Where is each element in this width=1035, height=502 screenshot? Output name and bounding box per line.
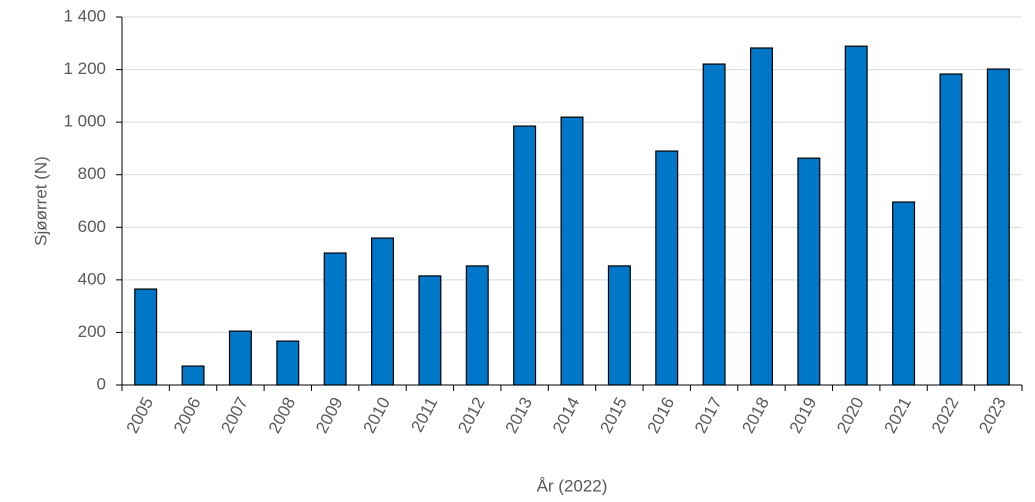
bar: [749, 47, 773, 386]
bar: [323, 252, 347, 386]
x-tick-label: 2013: [502, 394, 537, 436]
x-tick-label: 2020: [833, 394, 868, 436]
y-tick-label: 1 000: [63, 112, 106, 131]
x-tick-label: 2015: [596, 394, 631, 436]
x-tick-label: 2006: [170, 394, 205, 436]
x-tick-label: 2021: [881, 394, 916, 436]
bar: [655, 150, 679, 386]
x-tick-label: 2019: [786, 394, 821, 436]
y-tick-label: 1 400: [63, 6, 106, 25]
bar: [513, 125, 537, 386]
y-axis-title: Sjøørret (N): [31, 156, 50, 246]
bar: [465, 265, 489, 386]
x-tick-label: 2010: [359, 394, 394, 436]
y-tick-label: 800: [78, 164, 106, 183]
bar: [844, 45, 868, 386]
x-axis-title: År (2022): [537, 476, 608, 495]
x-tick-label: 2005: [123, 394, 158, 436]
bar: [228, 330, 252, 386]
bar: [134, 288, 158, 386]
bar: [797, 157, 821, 386]
x-tick-label: 2014: [549, 394, 584, 436]
y-tick-label: 0: [97, 374, 106, 393]
x-tick-label: 2023: [975, 394, 1010, 436]
bar: [181, 365, 205, 386]
x-tick-label: 2007: [217, 394, 252, 436]
bar: [892, 201, 916, 386]
x-tick-label: 2008: [265, 394, 300, 436]
y-tick-label: 400: [78, 269, 106, 288]
bar: [939, 73, 963, 386]
bar: [560, 116, 584, 386]
x-tick-label: 2022: [928, 394, 963, 436]
x-tick-label: 2011: [407, 394, 441, 435]
x-tick-label: 2017: [691, 394, 726, 436]
x-tick-label: 2018: [738, 394, 773, 436]
y-tick-label: 1 200: [63, 59, 106, 78]
bar: [986, 68, 1010, 386]
bar: [418, 275, 442, 386]
x-tick-label: 2009: [312, 394, 347, 436]
bar: [702, 63, 726, 386]
x-tick-label: 2016: [644, 394, 679, 436]
y-tick-label: 600: [78, 217, 106, 236]
bar: [276, 340, 300, 386]
y-tick-label: 200: [78, 322, 106, 341]
bar: [371, 237, 395, 386]
bar: [607, 265, 631, 386]
x-tick-label: 2012: [454, 394, 489, 436]
